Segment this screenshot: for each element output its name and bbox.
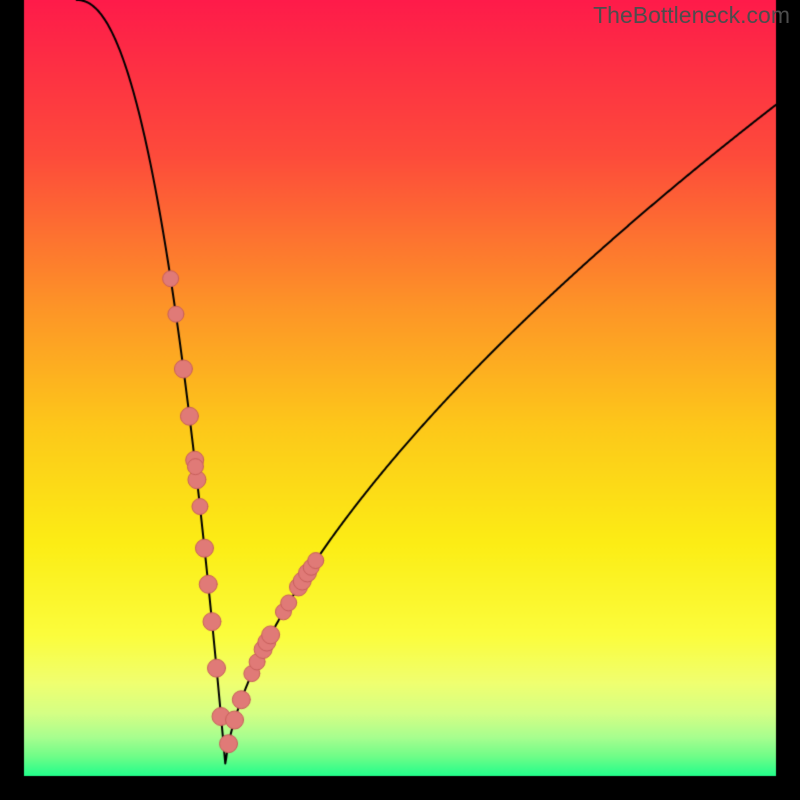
watermark-text: TheBottleneck.com [593, 2, 790, 29]
chart-canvas [0, 0, 800, 800]
chart-container: TheBottleneck.com [0, 0, 800, 800]
